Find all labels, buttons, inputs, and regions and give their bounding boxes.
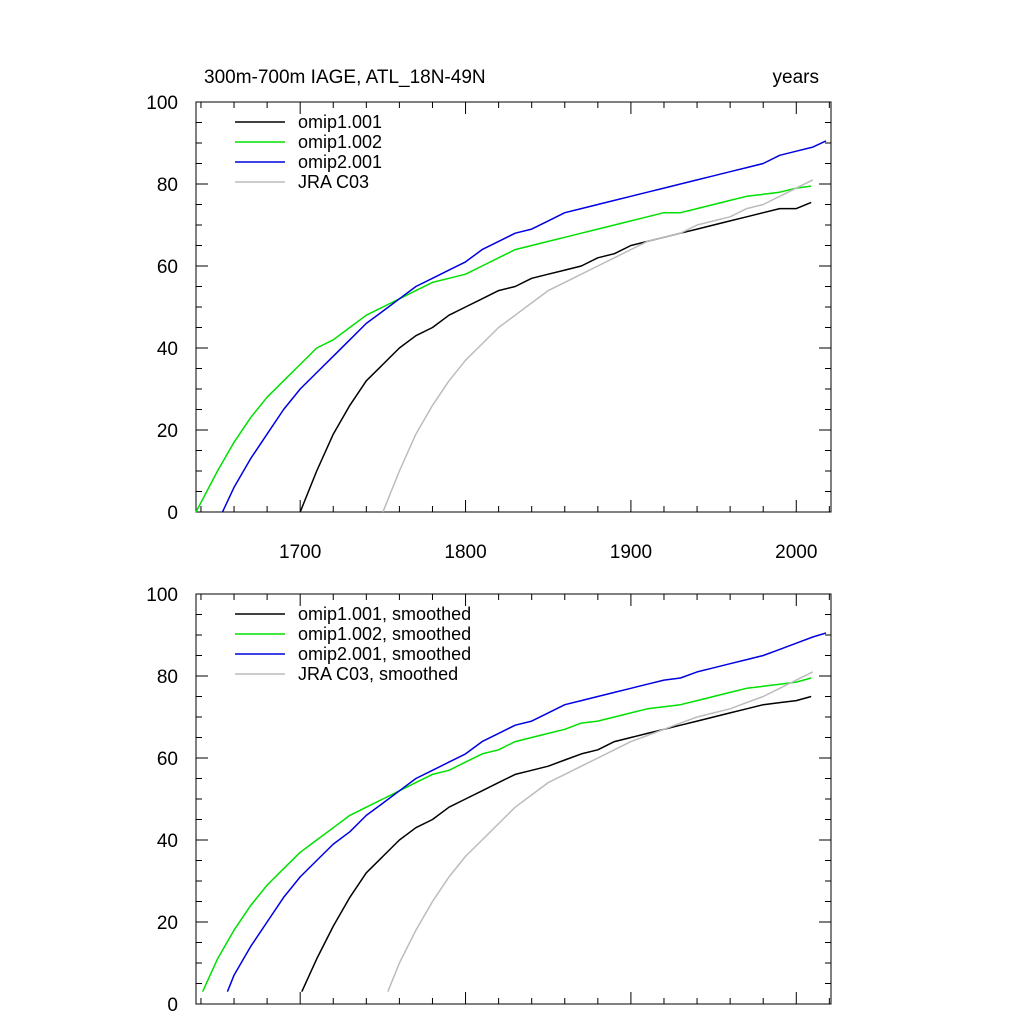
bottom-legend-label-2: omip2.001, smoothed <box>298 644 471 664</box>
top-y-tick-label: 80 <box>157 175 178 196</box>
bottom-series-line-2 <box>226 632 827 992</box>
bottom-series-line-3 <box>387 671 814 992</box>
top-legend-label-2: omip2.001 <box>298 152 382 172</box>
top-series-line-2 <box>221 140 827 513</box>
top-plot-frame <box>195 101 832 513</box>
top-y-tick-label: 0 <box>167 503 178 524</box>
bottom-y-tick-label: 0 <box>167 995 178 1016</box>
bottom-y-tick-label: 40 <box>157 831 178 852</box>
top-x-tick-label: 2000 <box>775 542 817 563</box>
bottom-y-tick-label: 20 <box>157 913 178 934</box>
top-series-line-0 <box>299 201 812 513</box>
bottom-legend-label-0: omip1.001, smoothed <box>298 604 471 624</box>
top-panel: 300m-700m IAGE, ATL_18N-49N years 0 20 40 6… <box>146 67 832 563</box>
top-panel-units: years <box>773 67 819 88</box>
top-series-line-3 <box>382 179 814 513</box>
top-y-tick-label: 100 <box>146 93 178 114</box>
top-x-tick-label: 1900 <box>610 542 652 563</box>
top-x-tick-label: 1800 <box>444 542 486 563</box>
bottom-legend-label-1: omip1.002, smoothed <box>298 624 471 644</box>
top-legend-label-0: omip1.001 <box>298 112 382 132</box>
bottom-y-tick-label: 100 <box>146 585 178 606</box>
bottom-plot-frame <box>195 593 832 1005</box>
top-y-tick-label: 40 <box>157 339 178 360</box>
top-y-tick-label: 60 <box>157 257 178 278</box>
top-legend-label-1: omip1.002 <box>298 132 382 152</box>
bottom-y-tick-label: 60 <box>157 749 178 770</box>
top-y-tick-label: 20 <box>157 421 178 442</box>
top-series-line-1 <box>195 185 812 513</box>
bottom-series-line-1 <box>201 677 812 993</box>
bottom-panel: 0 20 40 60 80 100 omip1.001, smoothedomip1.002… <box>146 585 832 1016</box>
bottom-y-tick-label: 80 <box>157 667 178 688</box>
top-x-tick-label: 1700 <box>279 542 321 563</box>
bottom-legend-label-3: JRA C03, smoothed <box>298 664 458 684</box>
top-panel-title: 300m-700m IAGE, ATL_18N-49N <box>204 67 486 88</box>
top-legend-label-3: JRA C03 <box>298 172 369 192</box>
bottom-series-line-0 <box>301 695 812 993</box>
